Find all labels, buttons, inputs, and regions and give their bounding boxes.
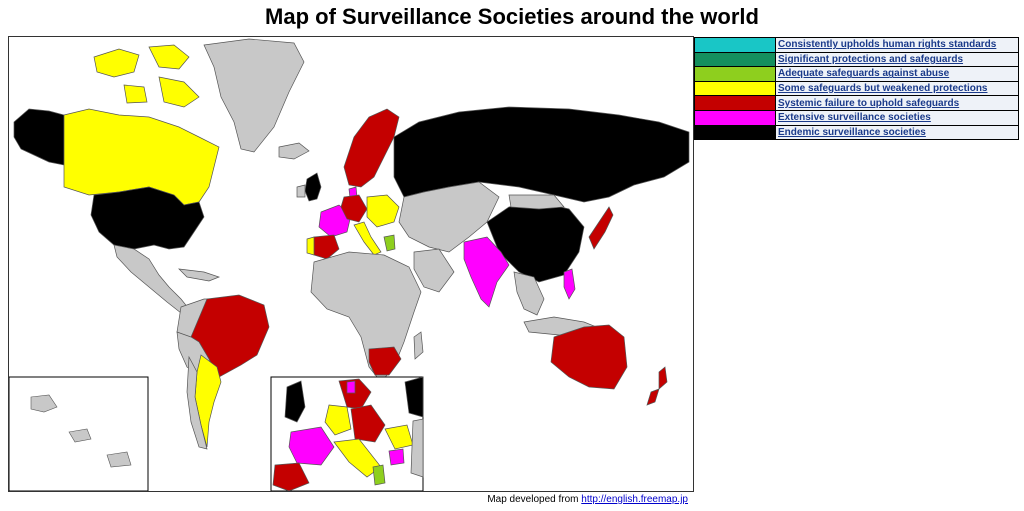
legend-swatch [694,37,776,53]
credit-link[interactable]: http://english.freemap.jp [581,494,688,505]
legend-label[interactable]: Endemic surveillance societies [775,124,1019,141]
legend-row: Significant protections and safeguards [694,51,1019,68]
credit-prefix: Map developed from [487,494,579,505]
region-arabia[interactable] [413,248,455,293]
legend-row: Consistently upholds human rights standa… [694,37,1019,53]
legend-swatch [694,124,776,141]
country-scandinavia[interactable] [343,108,400,188]
country-germany[interactable] [340,194,368,223]
country-alaska[interactable] [13,108,65,166]
legend-row: Extensive surveillance societies [694,109,1019,126]
country-greece[interactable] [383,234,396,252]
world-map-svg [9,38,690,491]
region-middle-east-central-asia[interactable] [398,181,500,253]
country-new-zealand[interactable] [646,366,668,406]
legend-label[interactable]: Systemic failure to uphold safeguards [775,95,1019,111]
country-philippines[interactable] [563,268,576,300]
world-map [8,36,694,492]
country-usa[interactable] [90,186,205,250]
legend-row: Adequate safeguards against abuse [694,66,1019,82]
country-chile[interactable] [186,355,208,450]
legend-swatch [694,66,776,82]
legend-row: Endemic surveillance societies [694,124,1019,141]
legend-label[interactable]: Adequate safeguards against abuse [775,66,1019,82]
legend-swatch [694,80,776,97]
legend-label[interactable]: Consistently upholds human rights standa… [775,37,1019,53]
country-france[interactable] [318,204,352,238]
legend-label[interactable]: Some safeguards but weakened protections [775,80,1019,97]
region-caribbean[interactable] [178,268,221,282]
country-india[interactable] [463,236,510,308]
legend-row: Systemic failure to uphold safeguards [694,95,1019,111]
legend-swatch [694,51,776,68]
country-mongolia[interactable] [508,194,565,210]
inset-europe [270,376,424,491]
legend-label[interactable]: Significant protections and safeguards [775,51,1019,68]
country-ireland[interactable] [296,184,306,198]
legend-row: Some safeguards but weakened protections [694,80,1019,97]
country-canada-islands[interactable] [93,44,200,108]
region-southeast-asia[interactable] [513,271,545,316]
country-greenland[interactable] [203,38,305,153]
region-mexico-central-america[interactable] [113,244,190,314]
country-italy[interactable] [353,221,382,256]
country-south-africa[interactable] [368,346,402,376]
legend-label[interactable]: Extensive surveillance societies [775,109,1019,126]
inset-pacific [9,376,149,491]
legend-swatch [694,109,776,126]
map-credit: Map developed from http://english.freema… [487,494,688,505]
region-eastern-europe[interactable] [366,194,400,228]
legend-swatch [694,95,776,111]
country-russia[interactable] [393,106,690,203]
country-spain[interactable] [313,234,340,260]
page-title: Map of Surveillance Societies around the… [265,4,759,29]
country-iceland[interactable] [278,142,310,160]
country-portugal[interactable] [306,236,315,256]
map-legend: Consistently upholds human rights standa… [694,37,1019,141]
country-madagascar[interactable] [413,331,424,360]
country-japan[interactable] [588,206,614,250]
country-australia[interactable] [550,324,628,390]
region-africa[interactable] [310,251,422,383]
country-uk[interactable] [304,172,322,202]
